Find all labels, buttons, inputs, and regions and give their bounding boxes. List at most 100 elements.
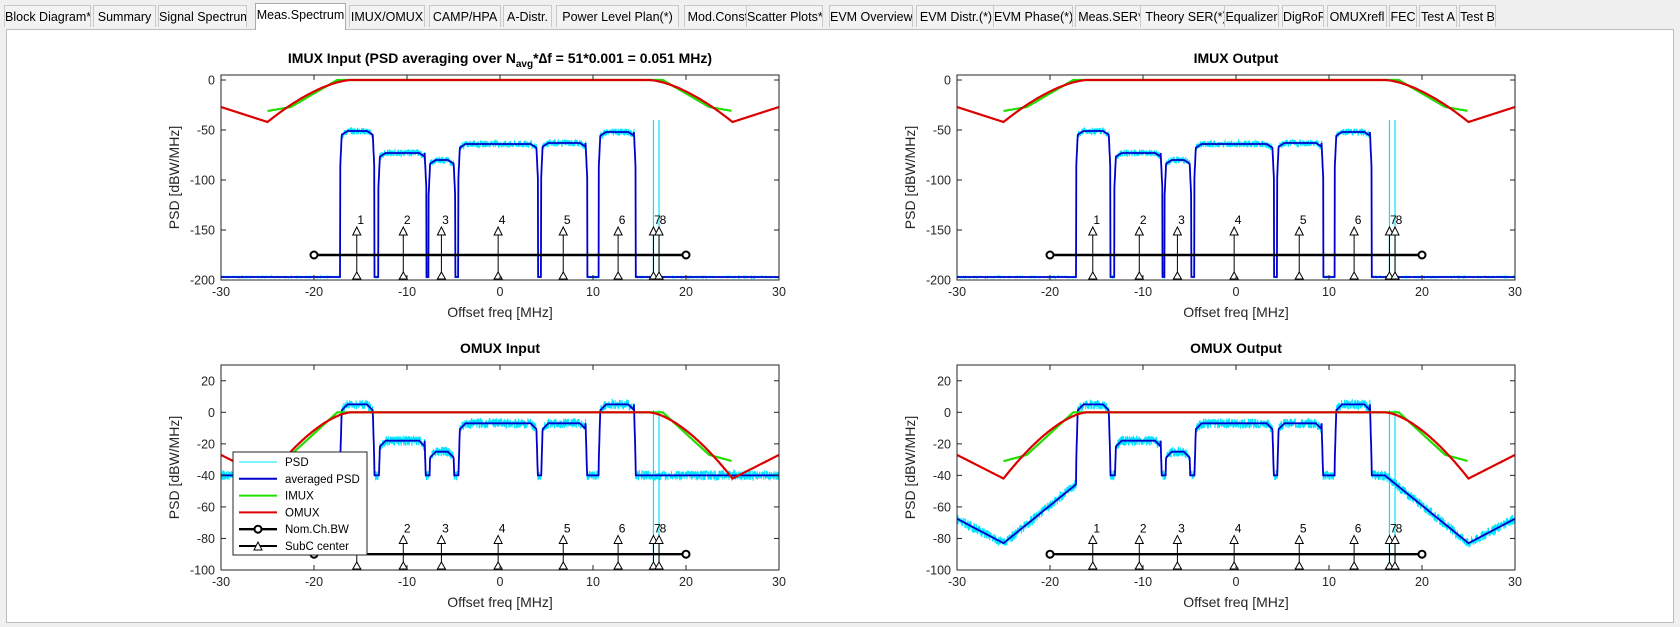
omux-series	[221, 411, 779, 480]
y-tick-label: -20	[197, 437, 215, 451]
x-tick-label: 30	[1508, 285, 1522, 299]
subc-base-marker	[613, 560, 623, 570]
x-axis-label: Offset freq [MHz]	[1183, 594, 1289, 610]
subc-label: 2	[404, 213, 411, 227]
x-tick-label: 10	[1322, 285, 1336, 299]
tab-block-diagram[interactable]: Block Diagram*	[4, 5, 91, 27]
tab-meas-ser[interactable]: Meas.SER*	[1075, 5, 1146, 27]
x-tick-label: -20	[1041, 285, 1059, 299]
subc-label: 8	[660, 213, 667, 227]
subc-label: 6	[619, 213, 626, 227]
tab-meas-spectrum[interactable]: Meas.Spectrum	[255, 3, 346, 30]
subc-center-marker	[1229, 225, 1239, 236]
chart-0: 1 2 3 4 5 6 78-30 -20 -10 0 10 20 30-200-150-100-500…	[166, 50, 786, 320]
x-tick-label: -10	[1134, 575, 1152, 589]
y-tick-label: -200	[190, 274, 215, 288]
subc-center-marker	[1172, 534, 1183, 544]
tab-evm-distr[interactable]: EVM Distr.(*)	[916, 5, 996, 27]
legend-label: PSD	[285, 457, 309, 469]
y-tick-label: -40	[197, 469, 215, 483]
tab-a-distr[interactable]: A-Distr.	[503, 5, 552, 27]
y-tick-label: 0	[208, 74, 215, 88]
tab-digrof[interactable]: DigRoF	[1282, 5, 1324, 27]
psd-series	[957, 398, 1515, 548]
subc-label: 6	[1355, 521, 1362, 535]
tab-evm-overview[interactable]: EVM Overview	[829, 5, 913, 27]
subc-base-marker	[1349, 560, 1359, 570]
tab-imux-omux[interactable]: IMUX/OMUX	[349, 5, 425, 27]
subc-label: 7	[654, 521, 661, 535]
omux-series	[957, 78, 1515, 124]
subc-center-marker	[648, 225, 659, 236]
subc-base-marker	[493, 270, 504, 280]
omux-series	[957, 411, 1515, 480]
tab-summary[interactable]: Summary	[93, 5, 156, 27]
chart-title: OMUX Output	[1190, 340, 1282, 356]
x-tick-label: -30	[948, 575, 966, 589]
subc-center-marker	[1172, 225, 1183, 236]
subc-center-marker	[1390, 534, 1400, 544]
subc-label: 4	[499, 521, 506, 535]
subc-label: 7	[1390, 521, 1397, 535]
tab-fec[interactable]: FEC	[1389, 5, 1417, 27]
tab-test-b[interactable]: Test B	[1459, 5, 1496, 27]
x-tick-label: 20	[679, 575, 693, 589]
subc-label: 1	[1093, 521, 1100, 535]
tab-evm-phase[interactable]: EVM Phase(*)	[993, 5, 1073, 27]
y-tick-label: -100	[926, 564, 951, 578]
subc-base-marker	[648, 270, 659, 280]
x-tick-label: -30	[212, 575, 230, 589]
y-tick-label: 0	[944, 406, 951, 420]
subc-base-marker	[351, 270, 362, 280]
tab-power-level-plan[interactable]: Power Level Plan(*)	[556, 5, 679, 27]
subc-center-marker	[1294, 534, 1305, 544]
tab-theory-ser[interactable]: Theory SER(*)	[1140, 5, 1232, 27]
subc-center-marker	[654, 225, 664, 236]
tab-mod-const[interactable]: Mod.Const.*	[684, 5, 760, 27]
chart-3: 1 2 3 4 5 6 78-30 -20 -10 0 10 20 30-100-80-60-40-20…	[902, 340, 1522, 610]
subc-label: 5	[1300, 521, 1307, 535]
tab-equalizer[interactable]: Equalizer	[1224, 5, 1279, 27]
subc-label: 4	[1235, 521, 1242, 535]
chart-1: 1 2 3 4 5 6 78-30 -20 -10 0 10 20 30-200-150-100-500…	[902, 50, 1522, 320]
subc-label: 2	[1140, 521, 1147, 535]
subc-label: 2	[404, 521, 411, 535]
tab-signal-spectrum[interactable]: Signal Spectrum	[158, 5, 247, 27]
x-axis-label: Offset freq [MHz]	[447, 304, 553, 320]
y-axis-label: PSD [dBW/MHz]	[166, 126, 182, 229]
subc-base-marker	[648, 560, 659, 570]
x-tick-label: 0	[1233, 285, 1240, 299]
legend-label: IMUX	[285, 491, 314, 503]
subc-label: 8	[660, 521, 667, 535]
subc-center-marker	[436, 534, 447, 544]
tab-bar: Block Diagram* Summary Signal Spectrum Meas…	[0, 0, 1680, 30]
subc-center-marker	[1134, 534, 1145, 544]
subc-center-marker	[436, 225, 447, 236]
tab-scatter-plots[interactable]: Scatter Plots*	[746, 5, 823, 27]
subc-center-marker	[1087, 225, 1098, 236]
subc-base-marker	[1390, 270, 1400, 280]
nom-ch-bw-marker	[1417, 250, 1427, 260]
subc-label: 5	[564, 213, 571, 227]
y-axis-label: PSD [dBW/MHz]	[902, 416, 918, 519]
subc-base-marker	[436, 560, 447, 570]
x-tick-label: 20	[1415, 285, 1429, 299]
axes-box	[956, 74, 1516, 281]
subc-base-marker	[558, 560, 569, 570]
subc-base-marker	[398, 560, 409, 570]
x-tick-label: 0	[1233, 575, 1240, 589]
subc-label: 6	[1355, 213, 1362, 227]
legend-label: OMUX	[285, 507, 320, 519]
tab-camp-hpa[interactable]: CAMP/HPA	[429, 5, 501, 27]
nom-ch-bw-marker	[681, 549, 691, 559]
tab-test-a[interactable]: Test A	[1419, 5, 1457, 27]
chart-2: 12345678-30-20-100102030-100-80-60-40-20…	[166, 340, 786, 610]
subc-base-marker	[1390, 560, 1400, 570]
y-tick-label: -100	[190, 174, 215, 188]
y-tick-label: -80	[933, 532, 951, 546]
subc-center-marker	[558, 225, 569, 236]
tab-omuxrefl[interactable]: OMUXrefl	[1327, 5, 1387, 27]
x-tick-label: -20	[1041, 575, 1059, 589]
subc-center-marker	[493, 534, 503, 544]
x-axis-label: Offset freq [MHz]	[1183, 304, 1289, 320]
